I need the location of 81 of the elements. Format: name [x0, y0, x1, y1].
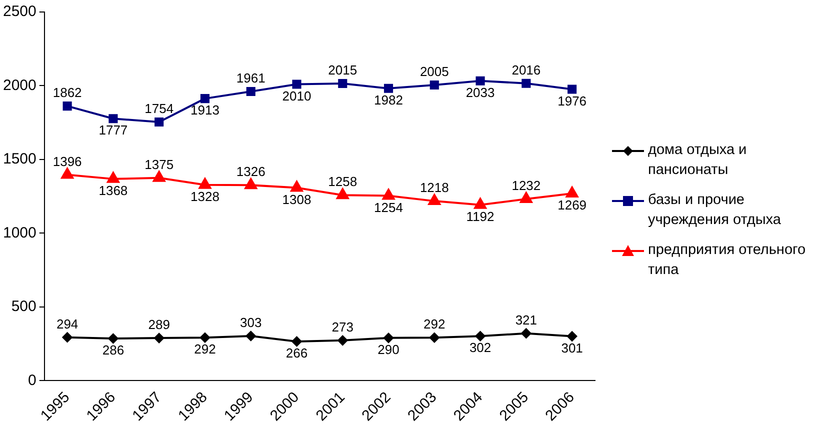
data-label: 273 [332, 319, 354, 334]
data-label: 1375 [144, 156, 174, 172]
data-label: 2015 [328, 62, 358, 78]
y-tick-label: 1000 [2, 224, 36, 242]
data-label: 1754 [144, 101, 174, 116]
point [338, 78, 348, 88]
point [384, 332, 394, 343]
point [198, 178, 212, 189]
point [430, 80, 439, 90]
data-label: 1777 [98, 122, 128, 138]
y-tick-label: 0 [28, 372, 36, 389]
data-label: 1976 [558, 93, 587, 108]
point [246, 330, 256, 341]
point [428, 194, 441, 206]
y-tick-label: 2500 [2, 3, 36, 20]
data-label: 1328 [190, 188, 220, 204]
data-label: 1269 [558, 198, 587, 213]
data-label: 1913 [190, 102, 220, 118]
point [336, 188, 349, 200]
data-label: 286 [102, 342, 124, 358]
point [476, 76, 485, 86]
point [61, 168, 74, 179]
point [567, 331, 578, 342]
point [521, 328, 532, 338]
point [246, 86, 256, 96]
point [62, 102, 72, 111]
point [568, 84, 577, 94]
point [200, 332, 210, 343]
data-label: 1192 [466, 208, 494, 224]
point [382, 188, 395, 200]
point [429, 332, 440, 343]
data-label: 1961 [236, 70, 266, 86]
point [384, 84, 394, 93]
data-label: 1258 [328, 174, 358, 190]
data-label: 1308 [282, 192, 312, 207]
point [154, 117, 164, 127]
data-label: 2033 [466, 84, 495, 100]
data-label: 2016 [512, 62, 541, 78]
point [475, 331, 486, 342]
data-label: 301 [561, 340, 583, 356]
data-label: 292 [194, 342, 216, 357]
point [154, 333, 164, 344]
data-label: 294 [56, 316, 78, 332]
y-tick-label: 2000 [2, 76, 36, 94]
point [244, 178, 258, 190]
point [474, 198, 486, 209]
data-label: 1862 [52, 85, 82, 100]
point [108, 334, 118, 344]
data-label: 1368 [98, 183, 128, 198]
data-label: 302 [469, 340, 492, 356]
data-label: 1396 [52, 154, 82, 169]
data-label: 292 [424, 316, 446, 332]
data-label: 2005 [420, 64, 449, 80]
data-label: 289 [148, 317, 170, 332]
legend-label: базы и прочие учреждения отдыха [648, 191, 782, 230]
point [338, 335, 348, 346]
y-tick-label: 500 [11, 298, 36, 316]
data-label: 1254 [374, 200, 403, 215]
data-label: 290 [378, 342, 400, 357]
point [566, 186, 578, 198]
point [290, 180, 303, 192]
point [292, 80, 302, 89]
data-label: 1982 [374, 92, 403, 108]
point [152, 170, 166, 182]
data-label: 1326 [236, 164, 266, 180]
data-label: 321 [515, 312, 538, 328]
point [200, 94, 210, 104]
point [107, 172, 120, 183]
point [520, 192, 532, 203]
point [62, 332, 72, 342]
data-label: 303 [240, 315, 262, 330]
legend-label: предприятия отельного типа [648, 241, 807, 280]
data-label: 1218 [420, 180, 449, 196]
point [522, 78, 531, 88]
y-tick-label: 1500 [2, 150, 36, 168]
point [108, 114, 118, 124]
point [292, 336, 302, 346]
data-label: 1232 [512, 178, 541, 194]
data-label: 266 [286, 346, 308, 361]
legend-label: дома отдыха и пансионаты [648, 141, 748, 180]
data-label: 2010 [282, 88, 312, 104]
